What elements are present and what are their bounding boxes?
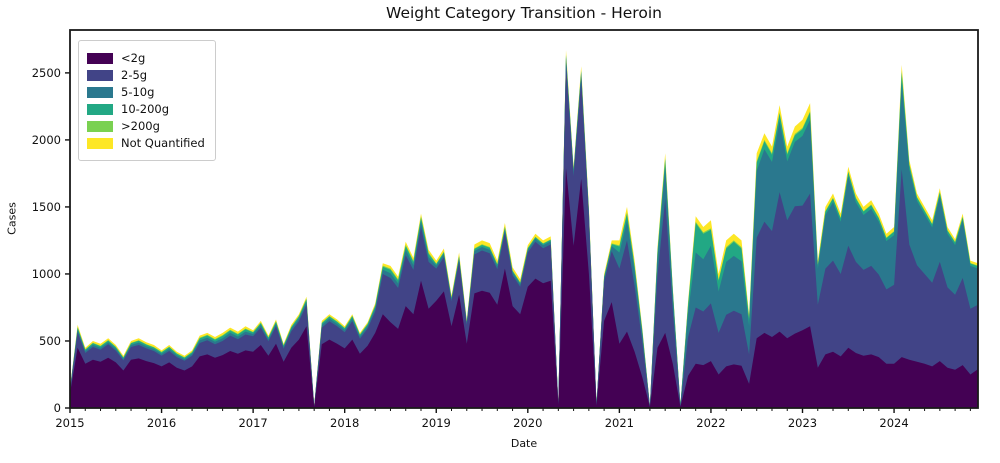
legend-swatch-icon <box>87 69 113 81</box>
y-tick-label: 1500 <box>32 200 61 214</box>
y-tick-label: 2500 <box>32 66 61 80</box>
y-tick-label: 2000 <box>32 133 61 147</box>
legend-label: >200g <box>121 119 160 133</box>
x-tick-label: 2015 <box>55 416 84 430</box>
legend: <2g 2-5g 5-10g 10-200g >200g Not Quantified <box>78 40 216 161</box>
legend-label: 5-10g <box>121 85 155 99</box>
legend-item: >200g <box>87 119 205 133</box>
x-tick-label: 2016 <box>147 416 176 430</box>
legend-label: 2-5g <box>121 68 148 82</box>
legend-item: 10-200g <box>87 102 205 116</box>
legend-swatch-icon <box>87 120 113 132</box>
x-tick-label: 2020 <box>513 416 542 430</box>
x-tick-label: 2018 <box>330 416 359 430</box>
legend-item: 2-5g <box>87 68 205 82</box>
legend-swatch-icon <box>87 86 113 98</box>
legend-item: 5-10g <box>87 85 205 99</box>
x-tick-label: 2022 <box>696 416 725 430</box>
legend-label: 10-200g <box>121 102 170 116</box>
area-series-1 <box>70 168 978 408</box>
legend-label: <2g <box>121 51 146 65</box>
x-tick-label: 2023 <box>788 416 817 430</box>
x-tick-label: 2021 <box>605 416 634 430</box>
x-tick-label: 2024 <box>879 416 908 430</box>
legend-item: <2g <box>87 51 205 65</box>
y-tick-label: 0 <box>54 401 61 415</box>
x-tick-label: 2019 <box>422 416 451 430</box>
legend-item: Not Quantified <box>87 136 205 150</box>
legend-swatch-icon <box>87 103 113 115</box>
legend-swatch-icon <box>87 52 113 64</box>
y-tick-label: 500 <box>39 334 61 348</box>
area-series-3 <box>70 57 978 408</box>
y-tick-label: 1000 <box>32 267 61 281</box>
y-axis-label: Cases <box>5 202 19 235</box>
legend-swatch-icon <box>87 137 113 149</box>
x-tick-label: 2017 <box>238 416 267 430</box>
legend-label: Not Quantified <box>121 136 205 150</box>
x-axis-label: Date <box>510 437 538 450</box>
chart-title: Weight Category Transition - Heroin <box>386 4 662 22</box>
